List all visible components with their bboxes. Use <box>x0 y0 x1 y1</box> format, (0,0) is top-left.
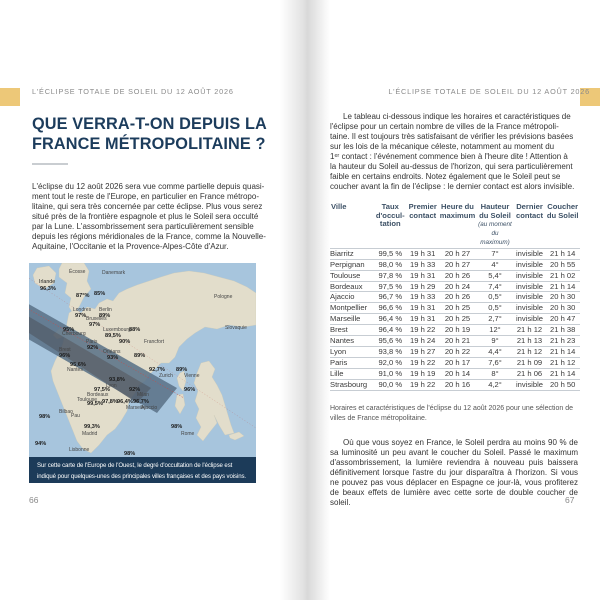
svg-text:99,3%: 99,3% <box>84 424 100 430</box>
svg-text:Milan: Milan <box>137 392 149 398</box>
svg-text:88%: 88% <box>129 327 140 333</box>
svg-text:Zurich: Zurich <box>159 373 173 379</box>
svg-text:Vienne: Vienne <box>184 373 200 379</box>
svg-text:Rome: Rome <box>181 431 195 437</box>
svg-text:Pologne: Pologne <box>214 294 233 300</box>
svg-text:Lisbonne: Lisbonne <box>69 447 90 453</box>
svg-text:85%: 85% <box>94 291 105 297</box>
svg-text:Cherbourg: Cherbourg <box>62 331 86 337</box>
svg-text:97%: 97% <box>89 322 100 328</box>
svg-text:96%: 96% <box>59 353 70 359</box>
svg-text:Ajaccio: Ajaccio <box>141 405 157 411</box>
svg-text:89%: 89% <box>134 353 145 359</box>
svg-text:98%: 98% <box>171 424 182 430</box>
svg-text:96,3%: 96,3% <box>40 286 56 292</box>
svg-text:Madrid: Madrid <box>82 431 98 437</box>
svg-text:Écosse: Écosse <box>69 268 86 275</box>
svg-text:Nantes: Nantes <box>67 367 83 373</box>
svg-text:Francfort: Francfort <box>144 339 165 345</box>
svg-text:93%: 93% <box>107 355 118 361</box>
svg-text:97,8%: 97,8% <box>102 399 118 405</box>
svg-text:Irlande: Irlande <box>39 279 55 285</box>
svg-text:Pau: Pau <box>71 413 80 419</box>
svg-text:90%: 90% <box>119 339 130 345</box>
svg-text:97%: 97% <box>75 313 86 319</box>
svg-text:94%: 94% <box>35 441 46 447</box>
svg-text:96%: 96% <box>184 387 195 393</box>
svg-text:87°%: 87°% <box>76 293 89 299</box>
svg-text:Danemark: Danemark <box>102 270 126 276</box>
svg-text:89%: 89% <box>99 313 110 319</box>
svg-text:Slovaquie: Slovaquie <box>225 325 247 331</box>
svg-text:98%: 98% <box>39 414 50 420</box>
svg-text:92%: 92% <box>87 345 98 351</box>
svg-text:Toulouse: Toulouse <box>77 397 97 403</box>
